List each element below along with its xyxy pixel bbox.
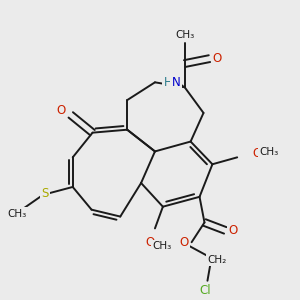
Text: Cl: Cl (200, 284, 211, 297)
Text: N: N (171, 76, 180, 89)
Text: CH₃: CH₃ (152, 241, 172, 251)
Text: O: O (229, 224, 238, 237)
Polygon shape (168, 77, 185, 87)
Text: O: O (56, 104, 65, 118)
Text: CH₃: CH₃ (8, 208, 27, 219)
Text: CH₃: CH₃ (259, 147, 278, 158)
Text: O: O (179, 236, 188, 249)
Text: S: S (41, 188, 49, 200)
Text: CH₂: CH₂ (208, 255, 227, 265)
Text: O: O (213, 52, 222, 65)
Text: O: O (146, 236, 154, 249)
Text: O: O (252, 147, 262, 160)
Text: H: H (164, 76, 172, 89)
Text: CH₃: CH₃ (175, 30, 194, 40)
